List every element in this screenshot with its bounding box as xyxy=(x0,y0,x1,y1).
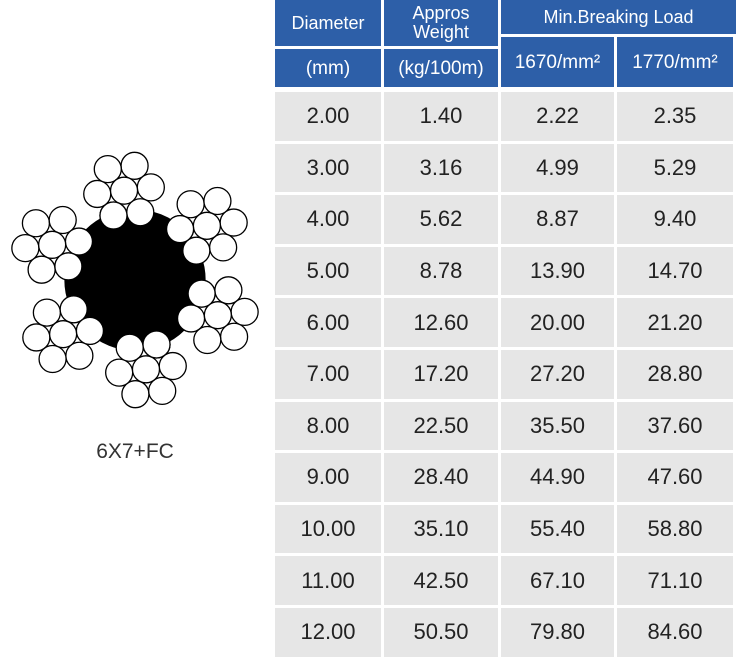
table-cell: 55.40 xyxy=(501,504,614,554)
wire xyxy=(176,304,206,333)
table-cell: 5.29 xyxy=(617,143,733,193)
wire xyxy=(93,154,122,184)
wire xyxy=(193,325,222,355)
wire xyxy=(48,205,77,235)
wire xyxy=(148,376,177,406)
table-cell: 17.20 xyxy=(384,350,498,399)
wire xyxy=(48,320,78,349)
table-cell: 5.62 xyxy=(384,195,498,244)
table-cell: 71.10 xyxy=(617,556,733,605)
table-cell: 9.00 xyxy=(275,453,381,502)
table-cell: 12.00 xyxy=(275,608,381,657)
wire xyxy=(105,358,134,387)
table-cell: 2.35 xyxy=(617,92,733,141)
wire xyxy=(38,230,67,259)
wire xyxy=(136,173,165,202)
table-cell: 28.40 xyxy=(384,453,498,502)
table-cell: 4.99 xyxy=(501,143,614,193)
table-cell: 42.50 xyxy=(384,556,498,605)
wire xyxy=(203,186,232,216)
table-cell: 12.60 xyxy=(384,298,498,347)
wire xyxy=(165,214,195,244)
wire xyxy=(230,297,259,327)
wire xyxy=(187,279,216,308)
wire xyxy=(59,295,88,324)
wire xyxy=(131,355,161,384)
table-cell: 44.90 xyxy=(501,453,614,502)
table-cell: 58.80 xyxy=(617,504,733,554)
table-cell: 8.00 xyxy=(275,401,381,451)
table-cell: 14.70 xyxy=(617,246,733,296)
table-cell: 9.40 xyxy=(617,195,733,244)
wire xyxy=(64,227,94,256)
header-cell: 1670/mm² xyxy=(501,37,614,87)
wire xyxy=(75,316,105,346)
wire xyxy=(203,301,232,330)
table-cell: 6.00 xyxy=(275,298,381,347)
table-cell: 28.80 xyxy=(617,350,733,399)
table-cell: 3.00 xyxy=(275,143,381,193)
table-cell: 20.00 xyxy=(501,298,614,347)
table-cell: 7.00 xyxy=(275,350,381,399)
table-cell: 79.80 xyxy=(501,608,614,657)
wire xyxy=(142,330,171,359)
header-cell: 1770/mm² xyxy=(617,37,733,87)
table-cell: 50.50 xyxy=(384,608,498,657)
table-cell: 47.60 xyxy=(617,453,733,502)
rope-diagram xyxy=(11,151,259,409)
table-cell: 22.50 xyxy=(384,401,498,451)
table-cell: 10.00 xyxy=(275,504,381,554)
table-cell: 37.60 xyxy=(617,401,733,451)
table-cell: 13.90 xyxy=(501,246,614,296)
wire xyxy=(182,236,211,265)
table-cell: 8.78 xyxy=(384,246,498,296)
header-cell: Min.Breaking Load xyxy=(501,0,736,34)
table-cell: 84.60 xyxy=(617,608,733,657)
header-cell: Appros Weight xyxy=(384,0,498,46)
wire xyxy=(109,176,139,205)
rope-label: 6X7+FC xyxy=(96,440,174,463)
table-cell: 11.00 xyxy=(275,556,381,605)
table-cell: 2.22 xyxy=(501,92,614,141)
table-cell: 35.10 xyxy=(384,504,498,554)
table-cell: 1.40 xyxy=(384,92,498,141)
wire xyxy=(192,211,222,240)
table-cell: 3.16 xyxy=(384,143,498,193)
table-cell: 8.87 xyxy=(501,195,614,244)
table-cell: 2.00 xyxy=(275,92,381,141)
table-cell: 4.00 xyxy=(275,195,381,244)
table-cell: 67.10 xyxy=(501,556,614,605)
header-cell: (mm) xyxy=(275,49,381,87)
table-cell: 5.00 xyxy=(275,246,381,296)
wire xyxy=(99,201,128,230)
wire xyxy=(11,233,40,263)
table-cell: 27.20 xyxy=(501,350,614,399)
header-cell: (kg/100m) xyxy=(384,49,498,87)
wire xyxy=(38,344,67,374)
header-cell: Diameter xyxy=(275,0,381,46)
table-cell: 21.20 xyxy=(617,298,733,347)
wire xyxy=(54,252,83,281)
table-cell: 35.50 xyxy=(501,401,614,451)
